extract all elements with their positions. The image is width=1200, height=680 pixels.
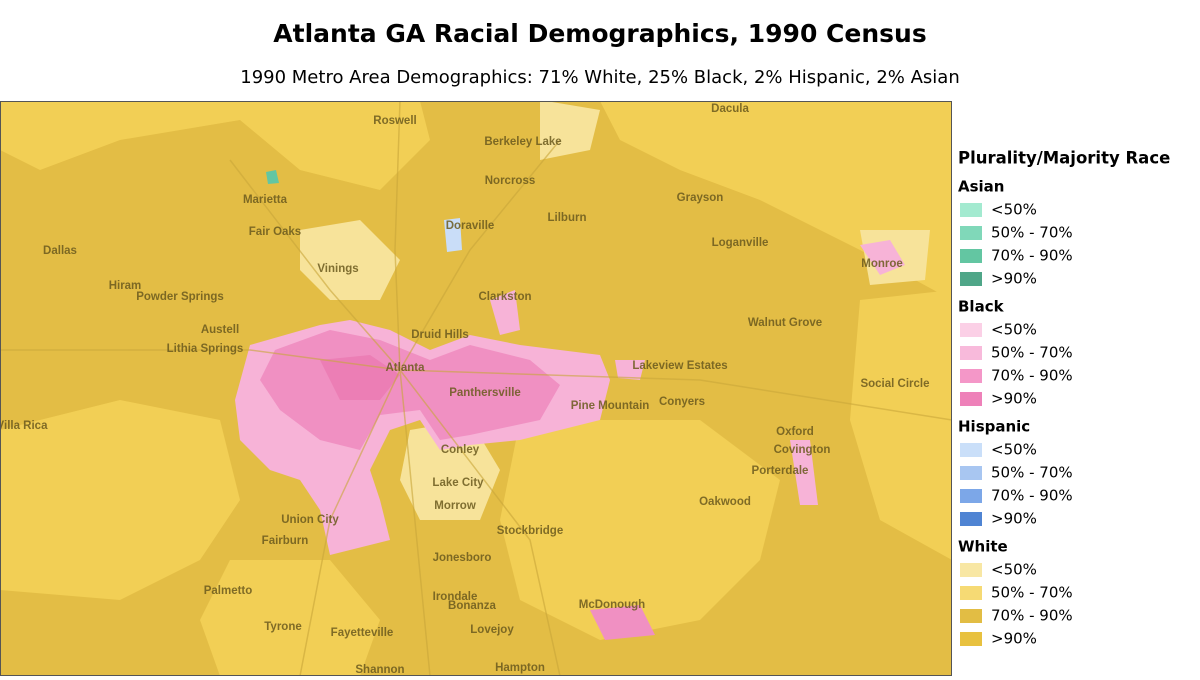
legend-label: >90% (991, 630, 1037, 648)
place-label: Shannon (355, 664, 404, 676)
place-label: Walnut Grove (748, 317, 822, 329)
place-label: Druid Hills (411, 329, 469, 341)
place-label: Stockbridge (497, 525, 563, 537)
place-label: McDonough (579, 599, 645, 611)
place-label: Lake City (432, 477, 484, 489)
legend-swatch (960, 609, 982, 623)
place-label: Doraville (446, 220, 495, 232)
legend-swatch (960, 443, 982, 457)
legend-label: >90% (991, 270, 1037, 288)
place-label: Conyers (659, 396, 705, 408)
place-label: Dallas (43, 245, 77, 257)
roads (0, 101, 952, 676)
legend-swatch (960, 249, 982, 263)
place-label: Lilburn (548, 212, 587, 224)
legend-label: >90% (991, 510, 1037, 528)
legend-label: 70% - 90% (991, 487, 1073, 505)
legend-label: 50% - 70% (991, 584, 1073, 602)
legend-title: Plurality/Majority Race (958, 149, 1170, 168)
legend-label: 50% - 70% (991, 224, 1073, 242)
place-label: Panthersville (449, 387, 521, 399)
legend-label: 70% - 90% (991, 247, 1073, 265)
hispanic-area (444, 218, 462, 252)
place-labels: Roswell Dacula Berkeley Lake Norcross Ma… (0, 103, 930, 676)
place-label: Marietta (243, 194, 288, 206)
place-label: Pine Mountain (571, 400, 650, 412)
place-label: Berkeley Lake (484, 136, 561, 148)
legend-swatch (960, 226, 982, 240)
legend-label: <50% (991, 561, 1037, 579)
legend-swatch (960, 512, 982, 526)
legend-swatch (960, 489, 982, 503)
place-label: Covington (774, 444, 831, 456)
legend-label: 70% - 90% (991, 367, 1073, 385)
place-label: Loganville (712, 237, 769, 249)
legend-label: 50% - 70% (991, 344, 1073, 362)
place-label: Irondale (433, 591, 478, 603)
place-label: Lithia Springs (167, 343, 244, 355)
place-label: Porterdale (752, 465, 809, 477)
place-label: Jonesboro (433, 552, 492, 564)
place-label: Fayetteville (331, 627, 394, 639)
legend-label: <50% (991, 201, 1037, 219)
legend-swatch (960, 563, 982, 577)
legend-swatch (960, 466, 982, 480)
place-label: Austell (201, 324, 239, 336)
legend-swatch (960, 272, 982, 286)
place-label: Social Circle (860, 378, 929, 390)
legend-swatch (960, 369, 982, 383)
legend-swatch (960, 586, 982, 600)
legend-group: Black (958, 298, 1005, 316)
place-label: Tyrone (264, 621, 302, 633)
place-label: Oakwood (699, 496, 751, 508)
place-label: Hampton (495, 662, 545, 674)
place-label: Powder Springs (136, 291, 224, 303)
legend-group: Asian (958, 178, 1004, 196)
place-label: Monroe (861, 258, 903, 270)
place-label: Vinings (317, 263, 358, 275)
legend-group: Hispanic (958, 418, 1030, 436)
place-label: Roswell (373, 115, 416, 127)
map: Roswell Dacula Berkeley Lake Norcross Ma… (0, 101, 952, 676)
place-label: Palmetto (204, 585, 253, 597)
place-label: Lakeview Estates (632, 360, 727, 372)
asian-area (266, 170, 279, 184)
legend-label: 50% - 70% (991, 464, 1073, 482)
place-label: Conley (441, 444, 480, 456)
place-label: Clarkston (478, 291, 531, 303)
legend-swatch (960, 203, 982, 217)
legend-label: <50% (991, 441, 1037, 459)
place-label: Villa Rica (0, 420, 48, 432)
legend: Plurality/Majority Race Asian <50% 50% - 7… (958, 149, 1170, 648)
place-label: Union City (281, 514, 339, 526)
legend-swatch (960, 392, 982, 406)
legend-swatch (960, 632, 982, 646)
place-label: Norcross (485, 175, 536, 187)
place-label: Morrow (434, 500, 476, 512)
legend-label: <50% (991, 321, 1037, 339)
place-label: Hiram (109, 280, 142, 292)
place-label: Bonanza (448, 600, 497, 612)
place-label: Lovejoy (470, 624, 514, 636)
legend-swatch (960, 346, 982, 360)
subtitle: 1990 Metro Area Demographics: 71% White,… (240, 67, 960, 88)
legend-label: 70% - 90% (991, 607, 1073, 625)
place-label: Fairburn (262, 535, 309, 547)
legend-swatch (960, 323, 982, 337)
legend-group: White (958, 538, 1008, 556)
place-label: Fair Oaks (249, 226, 301, 238)
place-label: Atlanta (386, 362, 426, 374)
place-label: Oxford (776, 426, 814, 438)
place-label: Dacula (711, 103, 749, 115)
black-areas (235, 240, 905, 640)
place-label: Grayson (677, 192, 724, 204)
legend-label: >90% (991, 390, 1037, 408)
title: Atlanta GA Racial Demographics, 1990 Cen… (273, 19, 926, 48)
